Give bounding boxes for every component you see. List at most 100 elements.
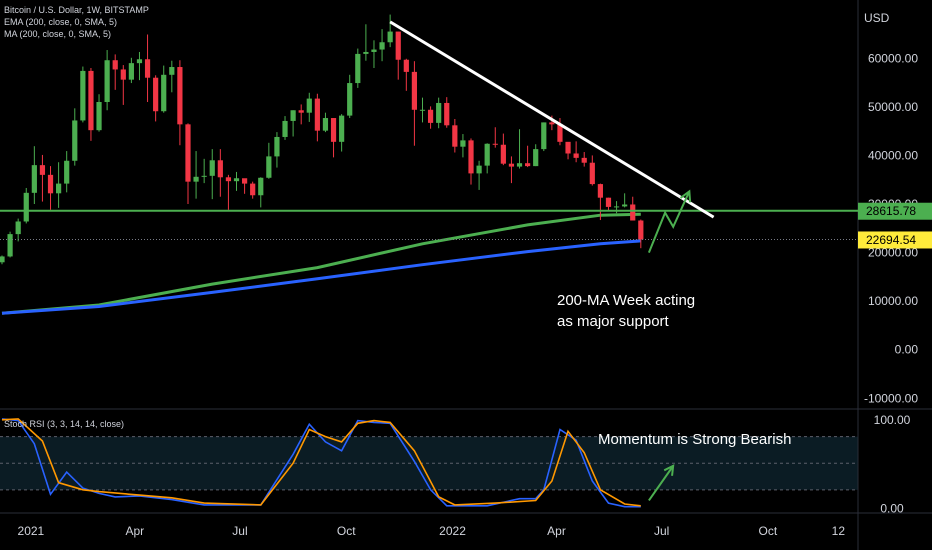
candle-body <box>589 162 595 185</box>
candle-body <box>411 71 418 110</box>
candle-body <box>233 178 240 182</box>
price-tick-label: 40000.00 <box>868 148 918 162</box>
candle-body <box>436 102 442 123</box>
candle-body <box>128 63 134 80</box>
candle-body <box>169 67 175 75</box>
candle-body <box>508 163 515 167</box>
candle-body <box>209 160 215 176</box>
price-tick-label: 10000.00 <box>868 294 918 308</box>
stoch-rsi-panel <box>0 418 858 508</box>
candle-body <box>72 120 78 161</box>
candle-body <box>525 163 531 167</box>
candle-body <box>638 220 644 240</box>
candle-body <box>112 60 118 70</box>
candle-body <box>387 31 393 43</box>
time-tick-label: Apr <box>126 524 145 538</box>
candle-body <box>47 174 54 194</box>
candle-body <box>597 184 603 198</box>
time-tick-label: 2022 <box>439 524 466 538</box>
last-price-badge <box>858 231 932 249</box>
currency-label: USD <box>864 11 890 25</box>
price-tick-label: 0.00 <box>895 343 919 357</box>
price-tick-label: 50000.00 <box>868 100 918 114</box>
candle-body <box>88 70 94 131</box>
candle-body <box>193 176 199 182</box>
candle-body <box>444 102 450 126</box>
candle-body <box>314 98 320 131</box>
descending-trendline <box>389 20 715 219</box>
candle-body <box>217 160 223 178</box>
ma-legend: MA (200, close, 0, SMA, 5) <box>4 29 112 39</box>
candle-body <box>31 165 37 193</box>
last-price-text: 22694.54 <box>866 233 916 247</box>
candle-body <box>80 70 86 121</box>
candle-body <box>225 177 232 182</box>
candle-body <box>581 157 587 163</box>
chart-title: Bitcoin / U.S. Dollar, 1W, BITSTAMP <box>4 5 149 15</box>
candle-body <box>104 60 110 102</box>
time-tick-label: Jul <box>654 524 669 538</box>
candle-body <box>274 136 280 157</box>
time-tick-label: 2021 <box>18 524 45 538</box>
candle-body <box>0 256 5 263</box>
candles <box>0 14 644 265</box>
candle-body <box>177 67 183 125</box>
candle-body <box>56 183 62 194</box>
candle-body <box>468 140 474 174</box>
projection-arrowhead <box>679 189 692 203</box>
candle-body <box>201 175 207 177</box>
candle-body <box>330 118 337 142</box>
candle-body <box>403 59 409 72</box>
price-tick-label: -10000.00 <box>864 391 918 405</box>
candle-body <box>557 124 563 142</box>
price-tick-label: 20000.00 <box>868 246 918 260</box>
candle-body <box>573 153 579 158</box>
momentum-annotation: Momentum is Strong Bearish <box>598 431 791 448</box>
support-price-text: 28615.78 <box>866 204 916 218</box>
projection-arrow-line <box>647 190 691 253</box>
candle-body <box>541 122 547 150</box>
candle-body <box>460 140 466 147</box>
ema-200-line <box>1 212 641 315</box>
candle-body <box>630 204 636 221</box>
price-tick-label: 60000.00 <box>868 51 918 65</box>
candle-body <box>565 141 571 154</box>
candle-body <box>549 122 555 125</box>
momentum-arrow-line <box>648 465 674 502</box>
candle-body <box>153 77 159 112</box>
candle-body <box>492 143 498 145</box>
candle-body <box>379 42 385 50</box>
candle-body <box>185 124 191 182</box>
time-tick-label: 12 <box>832 524 846 538</box>
candle-body <box>533 149 539 167</box>
momentum-arrowhead <box>663 464 675 476</box>
candle-body <box>96 102 102 131</box>
time-tick-label: Apr <box>547 524 566 538</box>
moving-averages <box>1 212 641 315</box>
candle-body <box>306 98 312 113</box>
candle-body <box>161 74 167 112</box>
stoch-tick-label: 100.00 <box>874 413 911 427</box>
candle-body <box>64 160 70 184</box>
time-tick-label: Oct <box>759 524 778 538</box>
candle-body <box>363 51 369 54</box>
candle-body <box>452 125 458 147</box>
candle-body <box>322 118 329 131</box>
ma-200-line <box>1 239 641 315</box>
candle-body <box>136 59 143 64</box>
candle-body <box>258 177 264 196</box>
candle-body <box>476 165 482 174</box>
candle-body <box>339 115 345 142</box>
candle-body <box>290 110 296 121</box>
candle-body <box>355 53 361 84</box>
candle-body <box>266 156 272 178</box>
annotation-labels: 200-MA Week acting as major support Moment… <box>557 292 791 448</box>
candle-body <box>347 83 353 116</box>
candle-body <box>622 204 628 207</box>
candle-body <box>250 183 256 196</box>
time-tick-label: Oct <box>337 524 356 538</box>
stoch-tick-label: 0.00 <box>880 502 904 516</box>
candle-body <box>15 221 21 235</box>
candle-body <box>298 110 304 113</box>
